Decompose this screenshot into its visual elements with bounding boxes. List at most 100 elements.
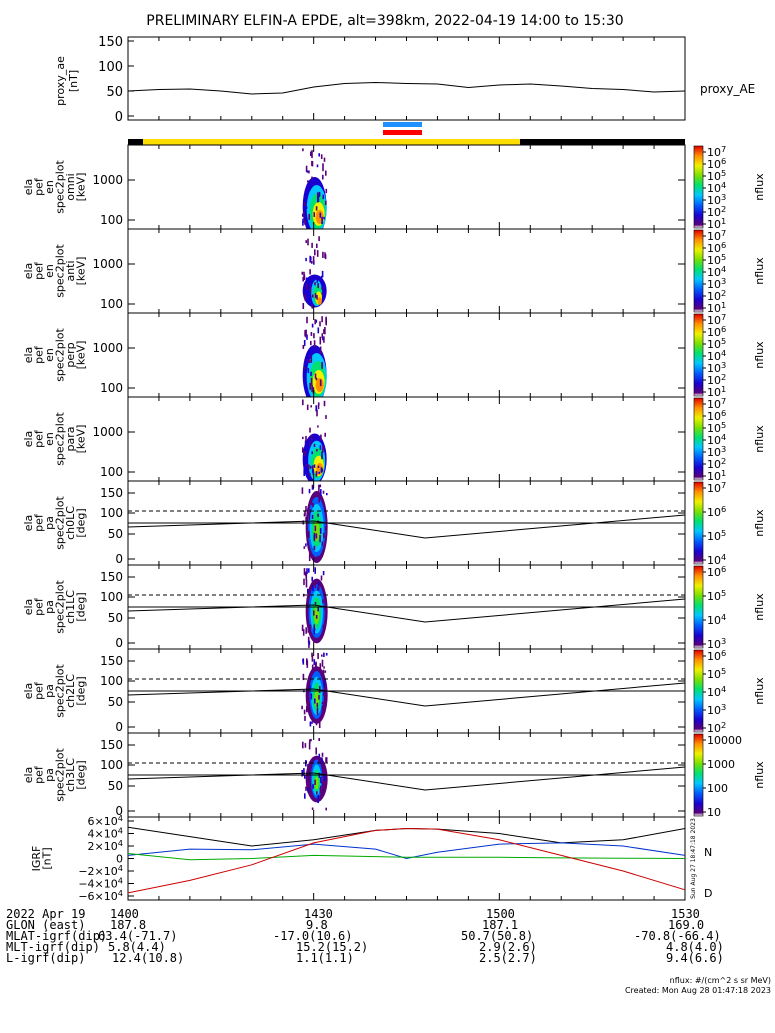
flux-speck xyxy=(312,784,314,789)
flux-speck xyxy=(321,292,323,295)
colorbar xyxy=(693,145,704,229)
flux-speck xyxy=(320,275,323,280)
panel-ylabel-line: [deg] xyxy=(75,592,88,621)
flux-speck xyxy=(311,434,313,441)
flux-speck xyxy=(310,405,312,408)
flux-speck xyxy=(315,405,317,412)
panel-ylabel-line: pef xyxy=(33,681,46,700)
flux-speck xyxy=(308,488,311,494)
panel-ylabel-line: anti xyxy=(64,260,77,281)
proxy-ae-yticks: 150 100 50 0 xyxy=(98,35,686,125)
colorbar-label: nflux xyxy=(753,509,766,537)
flux-speck xyxy=(322,163,324,172)
panel-ylabel-line: ela xyxy=(22,347,35,364)
proxy-ae-frame xyxy=(127,36,686,121)
flux-speck xyxy=(313,545,316,551)
colorbar-tick-label: 102 xyxy=(707,456,726,471)
flux-speck xyxy=(323,329,325,334)
flux-speck xyxy=(322,624,325,632)
panel-ytick-label: 100 xyxy=(100,674,123,688)
footer-cell: 1530 xyxy=(671,907,700,921)
flux-speck xyxy=(323,666,325,669)
flux-speck xyxy=(306,334,308,340)
footer-row-label: 2022 Apr 19 xyxy=(6,907,86,921)
colorbar-tick-label: 106 xyxy=(707,156,726,171)
flux-speck xyxy=(321,333,324,339)
flux-speck xyxy=(318,153,320,157)
footer-cell: 1400 xyxy=(110,907,139,921)
flux-speck xyxy=(312,469,315,475)
panel-ylabel-line: ela xyxy=(22,683,35,700)
flux-speck xyxy=(318,753,321,762)
colorbar-tick-label: 106 xyxy=(707,324,726,339)
flux-speck xyxy=(305,206,308,210)
panel-frame xyxy=(127,312,686,398)
flux-speck xyxy=(305,283,308,290)
flux-speck xyxy=(312,256,315,264)
flux-speck xyxy=(311,664,314,672)
footer-cell: 9.4(6.6) xyxy=(666,951,724,965)
flux-speck xyxy=(305,786,307,791)
panel-ylabel-line: en xyxy=(43,432,56,446)
flux-speck xyxy=(311,385,313,392)
panel-ylabel-line: ela xyxy=(22,515,35,532)
colorbar-tick-label: 103 xyxy=(707,444,726,459)
flux-speck xyxy=(305,165,308,173)
flux-speck xyxy=(310,151,312,157)
flux-speck xyxy=(311,294,314,298)
flux-speck xyxy=(314,583,317,588)
flux-speck xyxy=(321,216,323,225)
flux-speck xyxy=(303,578,305,586)
flux-speck xyxy=(325,188,328,194)
igrf-series-line xyxy=(127,853,686,861)
proxy-ae-ylabel-line-1: proxy_ae xyxy=(54,56,67,106)
flux-speck xyxy=(305,579,308,588)
flux-speck xyxy=(304,440,307,449)
flux-speck xyxy=(310,355,313,363)
flux-speck xyxy=(321,659,324,667)
flux-speck xyxy=(303,568,306,576)
colorbar-tick-label: 100 xyxy=(707,782,728,795)
footer-cell: 1.1(1.1) xyxy=(296,951,354,965)
colorbar-tick-label: 101 xyxy=(707,300,726,315)
flux-speck xyxy=(325,807,327,811)
flux-speck xyxy=(310,180,313,186)
footer-row-label: MLAT-igrf(dip) xyxy=(6,929,108,943)
flux-speck xyxy=(314,567,316,574)
flux-speck xyxy=(318,494,320,503)
flux-speck xyxy=(322,669,325,676)
panel-ytick-label: 100 xyxy=(100,590,123,604)
flux-speck xyxy=(316,164,319,168)
colorbar-tick-label: 104 xyxy=(707,684,726,699)
colorbar-tick-label: 104 xyxy=(707,432,726,447)
flux-speck xyxy=(318,191,321,197)
footer-row-label: GLON (east) xyxy=(6,918,86,932)
flux-speck xyxy=(316,409,318,417)
panel-ytick-label: 50 xyxy=(108,527,123,541)
flux-speck xyxy=(319,663,322,671)
flux-speck xyxy=(301,271,304,275)
energy-spectrogram-panel: 1000100elapefenspec2plotomni[keV]1071061… xyxy=(22,144,766,237)
colorbar-tick-label: 1000 xyxy=(707,758,735,771)
flux-speck xyxy=(302,436,304,440)
flux-speck xyxy=(307,788,309,793)
flux-speck xyxy=(308,170,310,174)
flux-speck xyxy=(302,276,304,282)
flux-speck xyxy=(311,304,313,309)
flux-speck xyxy=(310,693,313,700)
plot-canvas: PRELIMINARY ELFIN-A EPDE, alt=398km, 202… xyxy=(22,13,766,903)
flux-speck xyxy=(321,287,323,290)
flux-speck xyxy=(317,327,320,334)
panel-ylabel-line: pa xyxy=(43,684,56,698)
figure: PRELIMINARY ELFIN-A EPDE, alt=398km, 202… xyxy=(6,13,771,995)
zone-bar-black-right xyxy=(520,139,685,145)
footer-row-label: MLT-igrf(dip) xyxy=(6,940,100,954)
flux-speck xyxy=(316,243,318,248)
footer-cell: 1430 xyxy=(304,907,333,921)
panel-ylabel-line: ch3LC xyxy=(64,758,77,792)
panel-ylabel-line: ela xyxy=(22,599,35,616)
panel-ylabel-line: en xyxy=(43,348,56,362)
flux-speck xyxy=(309,283,312,289)
panel-ylabel-line: pa xyxy=(43,600,56,614)
colorbar-tick-label: 104 xyxy=(707,348,726,363)
